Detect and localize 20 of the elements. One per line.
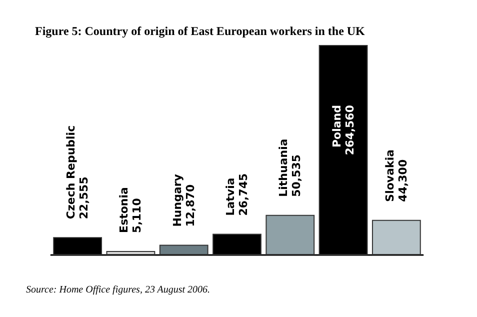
- x-tick-label: Slovakia: [383, 149, 396, 202]
- data-label: 44,300: [396, 159, 410, 202]
- chart-title: Figure 5: Country of origin of East European workers in the UK: [35, 24, 366, 38]
- bar: [372, 220, 421, 255]
- x-tick-label: Latvia: [224, 178, 237, 216]
- bar: [266, 214, 315, 255]
- x-tick-label: Estonia: [118, 187, 131, 233]
- x-tick-label: Poland: [330, 105, 344, 148]
- data-label: 50,535: [290, 154, 304, 197]
- data-label: 12,870: [184, 184, 197, 227]
- x-tick-label: Czech Republic: [64, 125, 78, 220]
- bar: [106, 250, 156, 255]
- bar: [159, 244, 208, 255]
- data-label: 26,745: [237, 173, 250, 216]
- data-label: 5,110: [130, 198, 144, 233]
- source-note: Source: Home Office figures, 23 August 2006.: [26, 284, 210, 296]
- data-label: 22,555: [78, 176, 91, 220]
- data-label: 264,560: [343, 104, 356, 156]
- x-tick-label: Hungary: [170, 174, 184, 227]
- x-tick-label: Lithuania: [277, 138, 290, 197]
